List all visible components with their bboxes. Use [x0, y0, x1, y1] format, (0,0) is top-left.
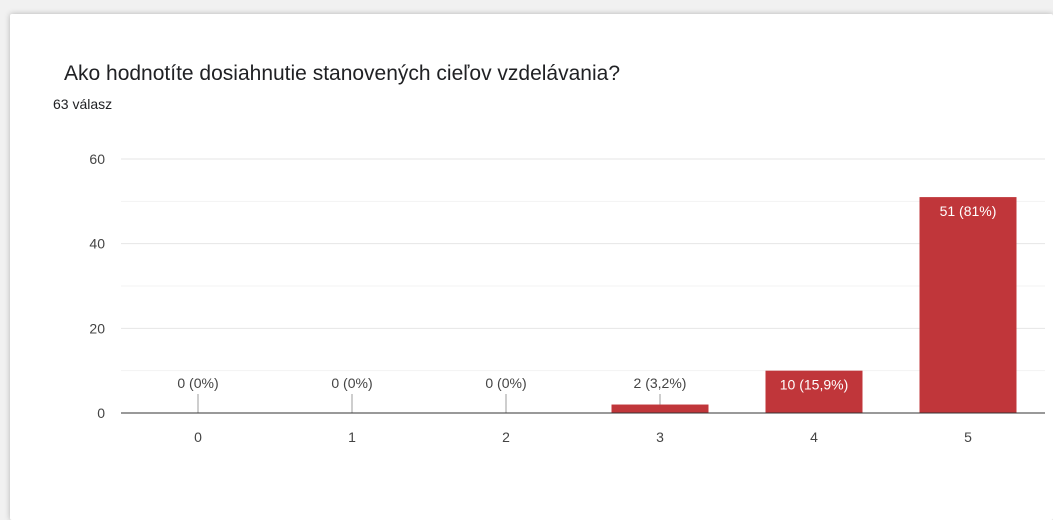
- y-tick-label: 20: [89, 320, 105, 336]
- y-tick-label: 60: [89, 151, 105, 167]
- bar: [919, 197, 1017, 413]
- x-tick-label: 1: [348, 429, 356, 445]
- chart-card: [10, 14, 1053, 520]
- bar: [611, 404, 709, 413]
- data-label: 10 (15,9%): [780, 377, 848, 393]
- x-tick-label: 0: [194, 429, 202, 445]
- data-label: 0 (0%): [331, 375, 372, 391]
- data-label: 2 (3,2%): [634, 375, 687, 391]
- data-label: 0 (0%): [485, 375, 526, 391]
- x-tick-label: 5: [964, 429, 972, 445]
- bar: [765, 370, 863, 413]
- x-tick-label: 4: [810, 429, 818, 445]
- response-count: 63 válasz: [53, 96, 113, 112]
- x-tick-label: 2: [502, 429, 510, 445]
- x-tick-label: 3: [656, 429, 664, 445]
- y-tick-label: 0: [97, 405, 105, 421]
- y-tick-label: 40: [89, 236, 105, 252]
- data-label: 0 (0%): [177, 375, 218, 391]
- data-label: 51 (81%): [940, 203, 997, 219]
- chart-title: Ako hodnotíte dosiahnutie stanovených ci…: [64, 62, 620, 85]
